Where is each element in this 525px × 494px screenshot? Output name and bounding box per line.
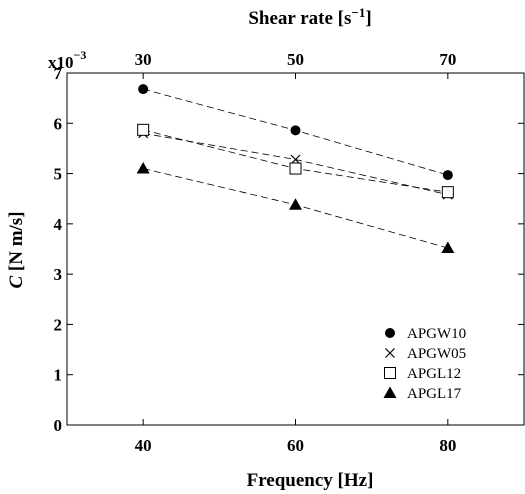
y-tick-label: 5 xyxy=(54,165,63,184)
y-tick-label: 3 xyxy=(54,265,63,284)
y-tick-label: 4 xyxy=(54,215,63,234)
legend-label: APGL12 xyxy=(407,366,461,382)
y-tick-label: 0 xyxy=(54,416,63,435)
x2-tick-label: 50 xyxy=(287,50,304,69)
data-point xyxy=(442,170,453,181)
data-point xyxy=(441,241,455,253)
x2-axis-label: Shear rate [s−1] xyxy=(248,5,371,29)
x-axis-label: Frequency [Hz] xyxy=(247,470,374,491)
legend-marker xyxy=(385,328,395,338)
x-tick-label: 80 xyxy=(439,436,456,455)
series-apgl12 xyxy=(137,123,454,199)
legend-label: APGW05 xyxy=(407,346,466,362)
data-point xyxy=(289,162,302,175)
legend-marker xyxy=(383,386,397,398)
data-point xyxy=(138,84,149,95)
series-apgl17 xyxy=(136,162,455,253)
data-point xyxy=(441,186,454,199)
data-point xyxy=(290,154,301,165)
series-apgw10 xyxy=(138,84,453,181)
y-tick-label: 6 xyxy=(54,114,63,133)
y-tick-label: 1 xyxy=(54,366,63,385)
x-tick-label: 60 xyxy=(287,436,304,455)
x2-tick-label: 30 xyxy=(135,50,152,69)
data-point xyxy=(136,162,150,174)
data-point xyxy=(290,125,301,136)
x-tick-label: 40 xyxy=(135,436,152,455)
y-exponent-label: x10−3 xyxy=(48,48,86,72)
y-axis-label: C [N m/s] xyxy=(6,211,27,288)
data-point xyxy=(289,198,302,210)
data-point xyxy=(137,123,150,136)
legend: APGW10 APGW05 APGL12 APGL17 xyxy=(383,326,466,402)
y-tick-label: 7 xyxy=(54,64,63,83)
x2-tick-label: 70 xyxy=(439,50,456,69)
series-line xyxy=(143,129,448,193)
legend-label: APGW10 xyxy=(407,326,466,342)
y-tick-label: 2 xyxy=(54,315,63,334)
legend-label: APGL17 xyxy=(407,386,462,402)
legend-marker xyxy=(384,367,396,379)
legend-marker xyxy=(385,348,395,358)
